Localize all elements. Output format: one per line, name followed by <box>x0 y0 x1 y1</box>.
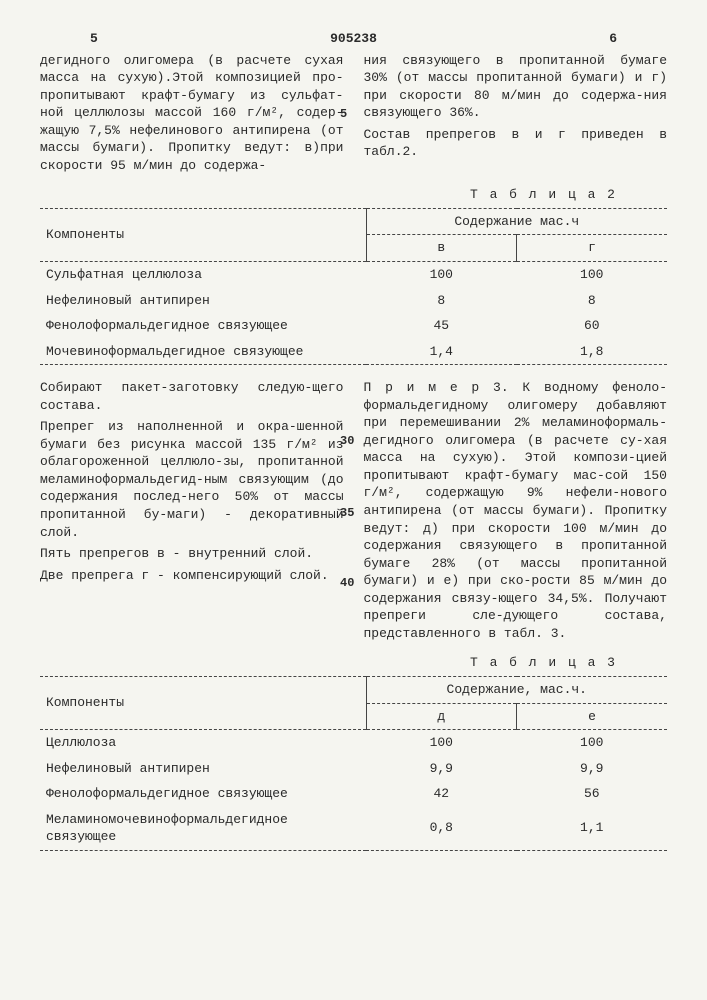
table3-title: Т а б л и ц а 3 <box>40 654 667 672</box>
table-row: Целлюлоза 100 100 <box>40 730 667 756</box>
cell: 1,4 <box>366 339 516 365</box>
line-number: 40 <box>340 575 354 591</box>
cell: 1,1 <box>517 807 667 851</box>
table-header: Содержание, мас.ч. <box>366 676 667 703</box>
line-number: 30 <box>340 433 354 449</box>
doc-number: 905238 <box>330 30 377 48</box>
table-row: Нефелиновый антипирен 9,9 9,9 <box>40 756 667 782</box>
table-row: Фенолоформальдегидное связующее 42 56 <box>40 781 667 807</box>
table-row: Фенолоформальдегидное связующее 45 60 <box>40 313 667 339</box>
col-left: дегидного олигомера (в расчете сухая мас… <box>40 48 344 179</box>
cell: 100 <box>517 730 667 756</box>
paragraph: Две препрега г - компенсирующий слой. <box>40 567 344 585</box>
top-columns: 5 дегидного олигомера (в расчете сухая м… <box>40 48 667 179</box>
table-header: Содержание мас.ч <box>366 208 667 235</box>
paragraph: ния связующего в пропитанной бумаге 30% … <box>364 52 668 122</box>
cell: 1,8 <box>517 339 667 365</box>
table2: Компоненты Содержание мас.ч в г Сульфатн… <box>40 208 667 365</box>
col-right: П р и м е р 3. К водному феноло-формальд… <box>364 375 668 646</box>
paragraph: Состав препрегов в и г приведен в табл.2… <box>364 126 668 161</box>
cell: 60 <box>517 313 667 339</box>
cell: Сульфатная целлюлоза <box>40 262 366 288</box>
line-number: 5 <box>340 106 347 122</box>
cell: Нефелиновый антипирен <box>40 756 366 782</box>
cell: Фенолоформальдегидное связующее <box>40 781 366 807</box>
cell: Фенолоформальдегидное связующее <box>40 313 366 339</box>
page-num-left: 5 <box>90 30 98 48</box>
cell: 100 <box>517 262 667 288</box>
paragraph: П р и м е р 3. К водному феноло-формальд… <box>364 379 668 642</box>
cell: 100 <box>366 730 516 756</box>
table-row: Нефелиновый антипирен 8 8 <box>40 288 667 314</box>
cell: 8 <box>517 288 667 314</box>
table3: Компоненты Содержание, мас.ч. д е Целлюл… <box>40 676 667 851</box>
table-header: Компоненты <box>40 676 366 729</box>
table-subheader: в <box>366 235 516 262</box>
line-number: 35 <box>340 505 354 521</box>
cell: 9,9 <box>366 756 516 782</box>
paragraph: Пять препрегов в - внутренний слой. <box>40 545 344 563</box>
paragraph: дегидного олигомера (в расчете сухая мас… <box>40 52 344 175</box>
cell: Целлюлоза <box>40 730 366 756</box>
col-left: Собирают пакет-заготовку следую-щего сос… <box>40 375 344 646</box>
cell: 56 <box>517 781 667 807</box>
table-subheader: д <box>366 703 516 730</box>
mid-columns: 30 35 40 Собирают пакет-заготовку следую… <box>40 375 667 646</box>
cell: 8 <box>366 288 516 314</box>
paragraph: Препрег из наполненной и окра-шенной бум… <box>40 418 344 541</box>
header-row: 5 905238 6 <box>40 30 667 48</box>
table-subheader: г <box>517 235 667 262</box>
cell: 45 <box>366 313 516 339</box>
table-subheader: е <box>517 703 667 730</box>
col-right: ния связующего в пропитанной бумаге 30% … <box>364 48 668 179</box>
table-row: Мочевиноформальдегидное связующее 1,4 1,… <box>40 339 667 365</box>
cell: 0,8 <box>366 807 516 851</box>
cell: Нефелиновый антипирен <box>40 288 366 314</box>
paragraph: Собирают пакет-заготовку следую-щего сос… <box>40 379 344 414</box>
cell: 9,9 <box>517 756 667 782</box>
table-row: Сульфатная целлюлоза 100 100 <box>40 262 667 288</box>
cell: Мочевиноформальдегидное связующее <box>40 339 366 365</box>
table-header: Компоненты <box>40 208 366 261</box>
table2-title: Т а б л и ц а 2 <box>40 186 667 204</box>
table-row: Меламиномочевиноформальдегидное связующе… <box>40 807 667 851</box>
cell: 42 <box>366 781 516 807</box>
page-num-right: 6 <box>609 30 617 48</box>
cell: 100 <box>366 262 516 288</box>
cell: Меламиномочевиноформальдегидное связующе… <box>40 807 366 851</box>
